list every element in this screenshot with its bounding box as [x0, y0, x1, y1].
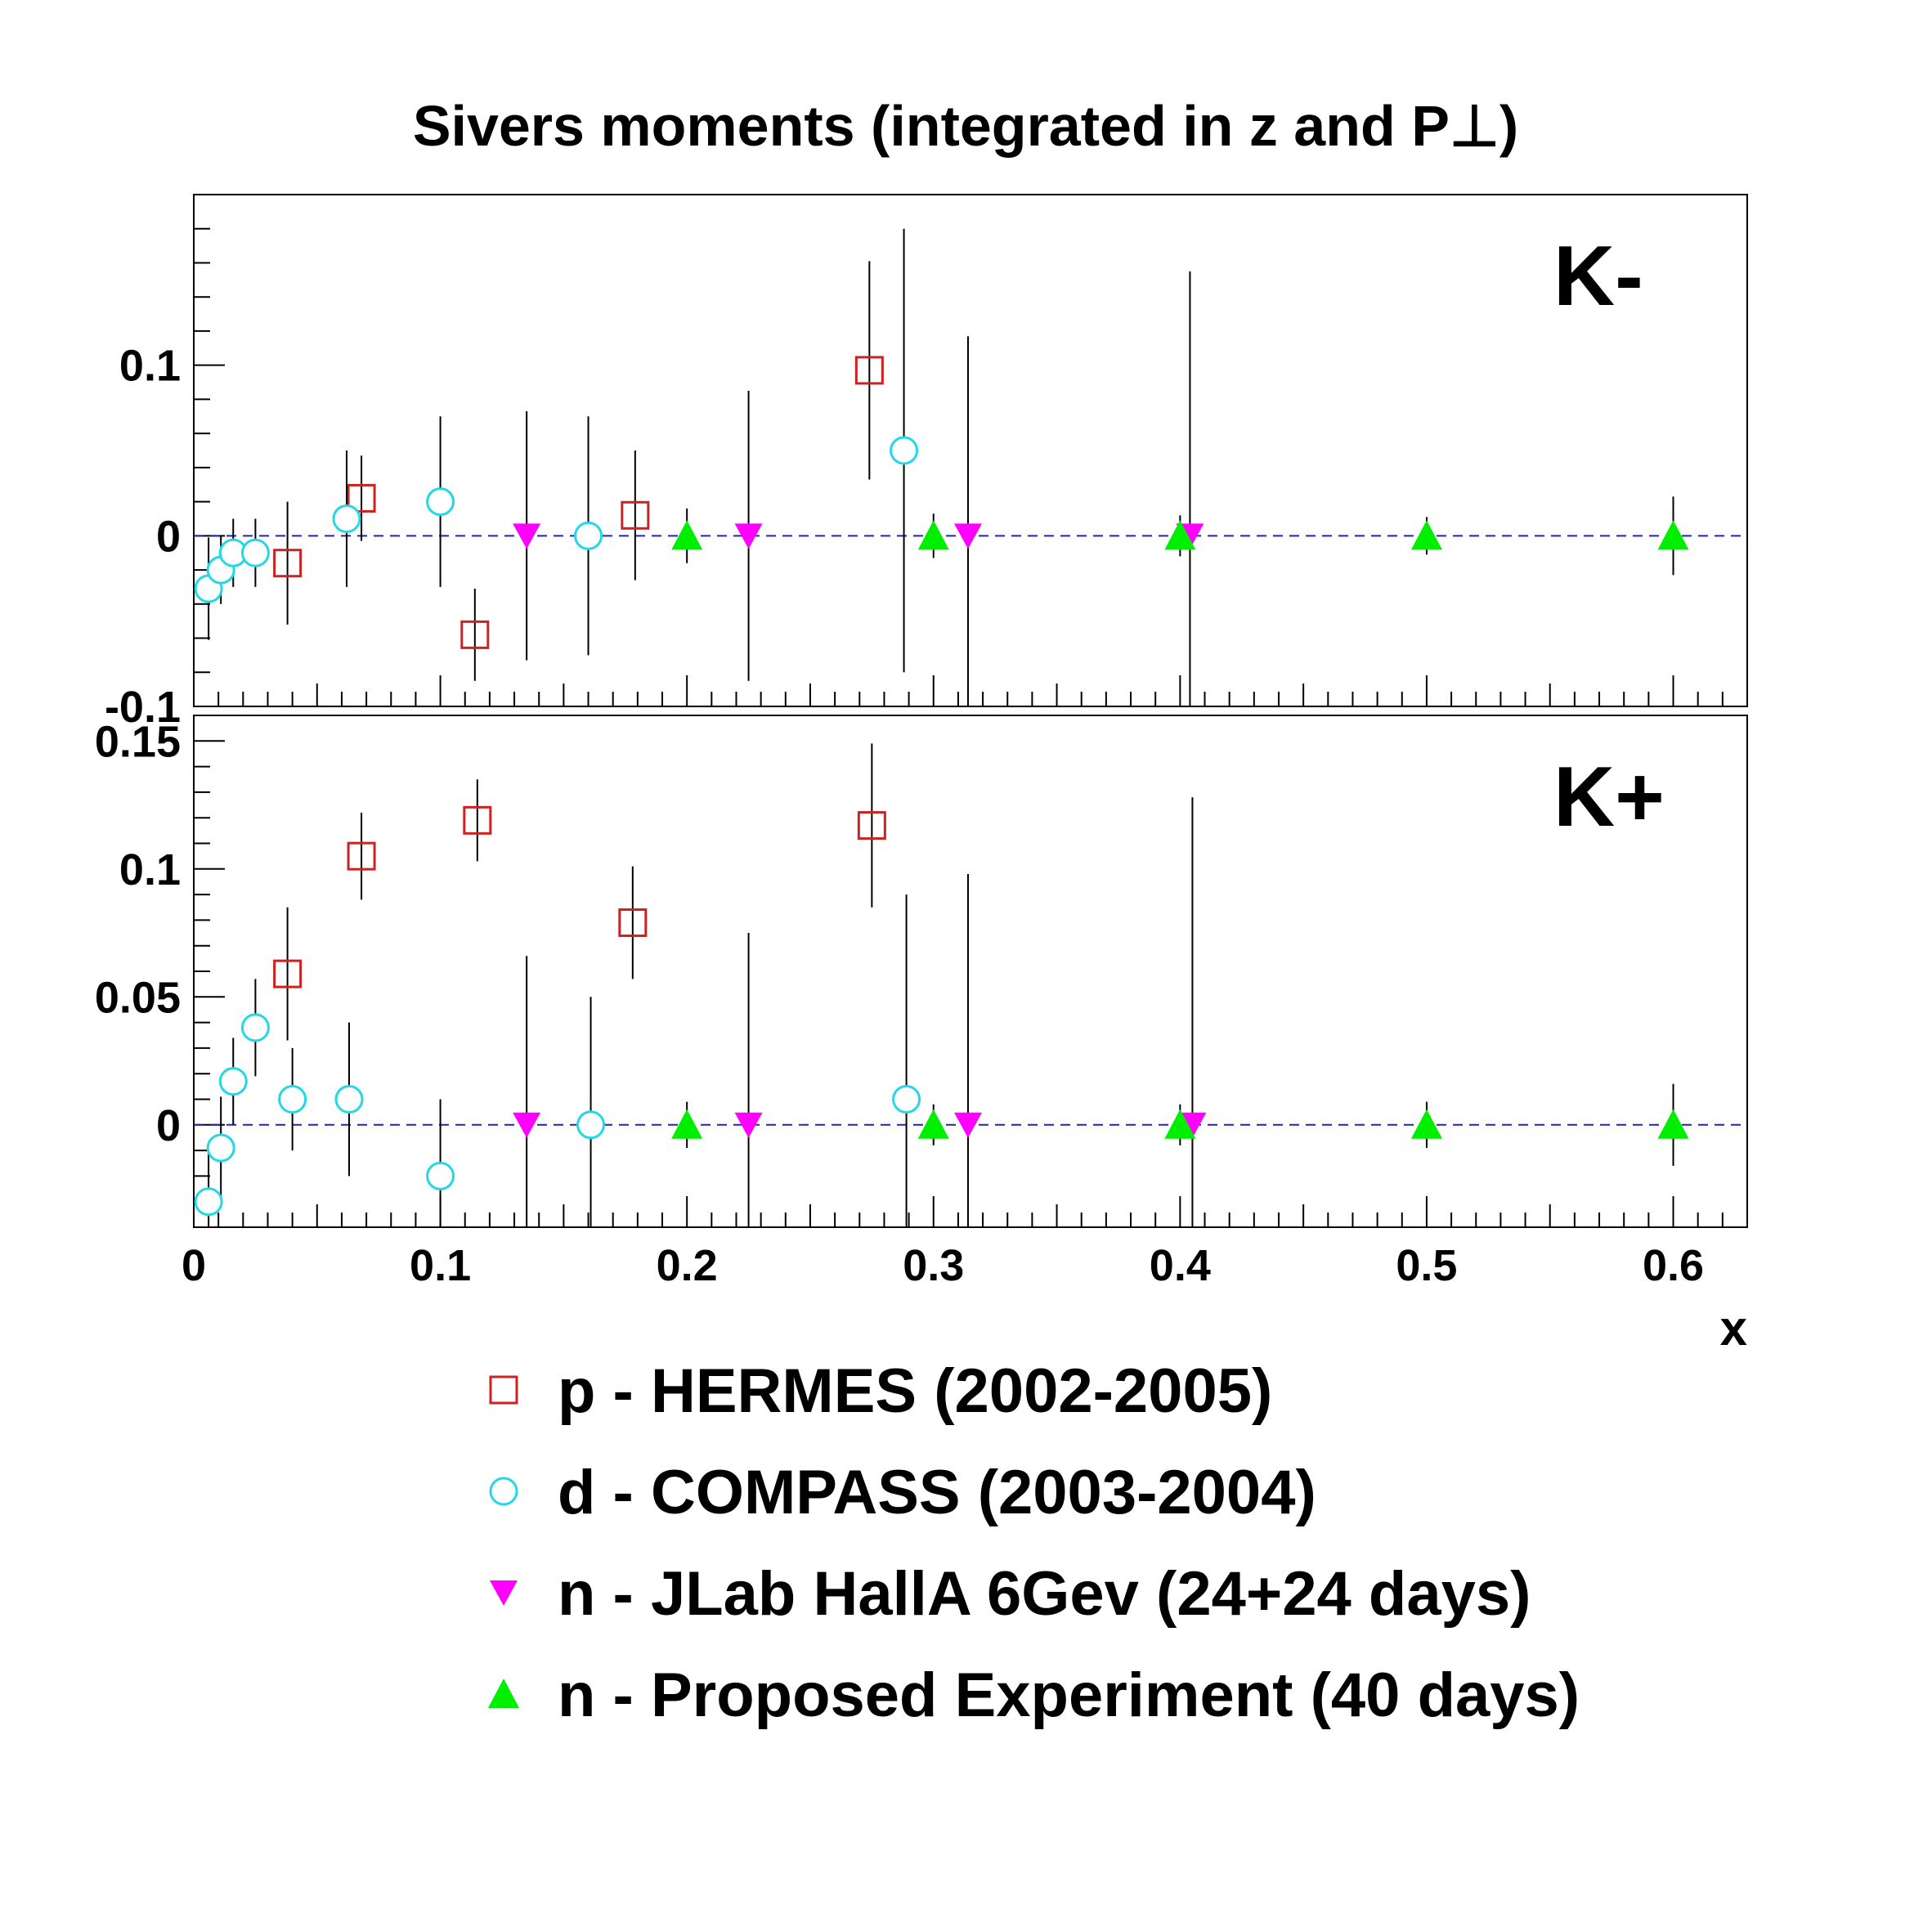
data-point — [332, 504, 361, 533]
data-point — [1410, 1109, 1442, 1139]
legend-entry: n - Proposed Experiment (40 days) — [488, 1661, 1580, 1730]
y-tick-label: 0.1 — [119, 845, 181, 894]
data-point — [671, 520, 703, 550]
data-point — [426, 487, 455, 517]
legend-label: d - COMPASS (2003-2004) — [558, 1458, 1316, 1527]
data-point — [892, 1085, 921, 1114]
data-point — [206, 1133, 235, 1163]
x-tick-label: 0.4 — [1150, 1241, 1211, 1290]
plot-frame — [193, 715, 1748, 1228]
legend-label: n - Proposed Experiment (40 days) — [558, 1661, 1580, 1730]
data-point — [576, 1110, 606, 1140]
x-tick-label: 0.1 — [410, 1241, 471, 1290]
panel-1: 0 0.05 0.1 0.15 K+ — [95, 715, 1748, 1228]
data-point — [278, 1085, 307, 1114]
data-point — [1657, 1109, 1689, 1139]
y-tick-label: 0 — [156, 1101, 181, 1150]
data-point — [1657, 520, 1689, 550]
data-layer — [194, 743, 1689, 1227]
data-point — [463, 805, 492, 835]
chart-title: Sivers moments (integrated in z and P⊥) — [413, 94, 1518, 158]
y-tick-label: 0.1 — [119, 342, 181, 391]
data-point — [240, 538, 270, 567]
data-point — [240, 1013, 270, 1042]
data-point — [1178, 1112, 1207, 1138]
legend-entry: d - COMPASS (2003-2004) — [489, 1458, 1316, 1527]
data-point — [621, 500, 650, 530]
panel-0: -0.1 0 0.1 K- — [105, 194, 1748, 732]
legend-label: p - HERMES (2002-2005) — [558, 1356, 1272, 1426]
data-point — [194, 1187, 223, 1217]
plot-frame — [193, 194, 1748, 707]
data-point — [854, 356, 884, 385]
legend-marker — [490, 1580, 518, 1606]
data-point — [1410, 520, 1442, 550]
x-tick-label: 0.2 — [657, 1241, 718, 1290]
data-point — [574, 521, 603, 550]
data-point — [917, 520, 949, 550]
data-point — [1164, 1109, 1196, 1139]
y-tick-label: 0.15 — [95, 717, 181, 766]
data-point — [347, 841, 376, 871]
data-layer — [194, 228, 1689, 706]
x-tick-label: 0 — [182, 1241, 206, 1290]
data-point — [273, 549, 303, 578]
data-point — [513, 1112, 541, 1138]
x-axis-label: x — [1720, 1301, 1747, 1356]
legend-entry: p - HERMES (2002-2005) — [489, 1356, 1272, 1426]
legend-marker — [489, 1477, 518, 1506]
data-point — [734, 523, 763, 549]
data-point — [273, 959, 303, 988]
data-point — [953, 523, 982, 549]
x-tick-label: 0.3 — [903, 1241, 964, 1290]
data-point — [618, 908, 648, 938]
legend-label: n - JLab HallA 6Gev (24+24 days) — [558, 1559, 1531, 1629]
data-point — [513, 523, 541, 549]
data-point — [890, 436, 919, 465]
panel-label: K+ — [1553, 750, 1665, 845]
data-point — [218, 1067, 248, 1096]
data-point — [917, 1109, 949, 1139]
data-point — [334, 1085, 364, 1114]
data-point — [671, 1109, 703, 1139]
legend-marker — [488, 1679, 519, 1708]
legend-entry: n - JLab HallA 6Gev (24+24 days) — [490, 1559, 1531, 1629]
data-point — [426, 1161, 455, 1190]
data-point — [460, 620, 490, 649]
x-tick-label: 0.5 — [1396, 1241, 1457, 1290]
legend-marker — [489, 1375, 518, 1405]
x-tick-label: 0.6 — [1643, 1241, 1704, 1290]
data-point — [857, 811, 886, 840]
data-point — [1164, 520, 1196, 550]
data-point — [347, 483, 376, 513]
data-point — [734, 1112, 763, 1138]
y-tick-label: 0.05 — [95, 973, 181, 1022]
y-tick-label: 0 — [156, 512, 181, 561]
panel-label: K- — [1553, 229, 1643, 324]
data-point — [953, 1112, 982, 1138]
y-tick-label: -0.1 — [105, 683, 181, 732]
